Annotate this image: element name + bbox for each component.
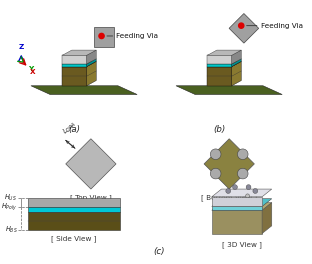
Text: Feeding Via: Feeding Via (261, 23, 303, 29)
Circle shape (226, 188, 231, 194)
Circle shape (239, 23, 244, 28)
Polygon shape (232, 62, 241, 86)
Text: X: X (30, 69, 35, 75)
Polygon shape (62, 50, 96, 55)
Circle shape (232, 185, 237, 190)
Text: (b): (b) (213, 125, 226, 134)
Text: [ Top View ]: [ Top View ] (70, 194, 112, 201)
Text: [ Bottom View ]: [ Bottom View ] (201, 194, 257, 201)
Polygon shape (229, 13, 259, 43)
Polygon shape (62, 55, 87, 64)
Polygon shape (87, 50, 96, 64)
Text: [ 3D View ]: [ 3D View ] (222, 241, 262, 248)
Circle shape (237, 149, 248, 159)
Text: Z: Z (19, 44, 24, 50)
Bar (212, 206, 262, 210)
Polygon shape (212, 199, 272, 206)
Bar (28, 198, 120, 208)
Polygon shape (176, 86, 282, 95)
Polygon shape (62, 64, 87, 67)
Polygon shape (207, 55, 232, 64)
Polygon shape (212, 202, 272, 210)
Text: (c): (c) (154, 247, 165, 256)
Circle shape (253, 188, 258, 194)
Circle shape (246, 194, 250, 198)
Bar (212, 210, 262, 234)
Polygon shape (232, 59, 241, 67)
Text: $H_{BS}$: $H_{BS}$ (5, 225, 17, 235)
Polygon shape (207, 62, 241, 67)
Bar (94, 27, 115, 48)
Circle shape (237, 168, 248, 179)
Polygon shape (207, 64, 232, 67)
Polygon shape (232, 50, 241, 64)
Circle shape (246, 185, 251, 190)
Polygon shape (207, 67, 232, 86)
Polygon shape (204, 139, 254, 189)
Text: $H_{US}$: $H_{US}$ (4, 193, 17, 203)
Bar (28, 212, 120, 230)
Polygon shape (66, 139, 116, 189)
Bar (212, 197, 262, 206)
Polygon shape (62, 67, 87, 86)
Circle shape (210, 168, 221, 179)
Polygon shape (87, 59, 96, 67)
Text: $H_{Poly}$: $H_{Poly}$ (1, 202, 17, 213)
Text: $L_{DRA}$: $L_{DRA}$ (61, 118, 80, 136)
Text: Y: Y (28, 66, 34, 72)
Polygon shape (31, 86, 137, 95)
Bar (28, 208, 120, 212)
Polygon shape (212, 189, 272, 197)
Text: Feeding Via: Feeding Via (116, 33, 158, 39)
Text: (a): (a) (68, 125, 80, 134)
Polygon shape (62, 62, 96, 67)
Circle shape (99, 33, 104, 39)
Polygon shape (207, 50, 241, 55)
Polygon shape (262, 202, 272, 234)
Text: [ Side View ]: [ Side View ] (51, 235, 97, 242)
Circle shape (210, 149, 221, 159)
Polygon shape (87, 62, 96, 86)
